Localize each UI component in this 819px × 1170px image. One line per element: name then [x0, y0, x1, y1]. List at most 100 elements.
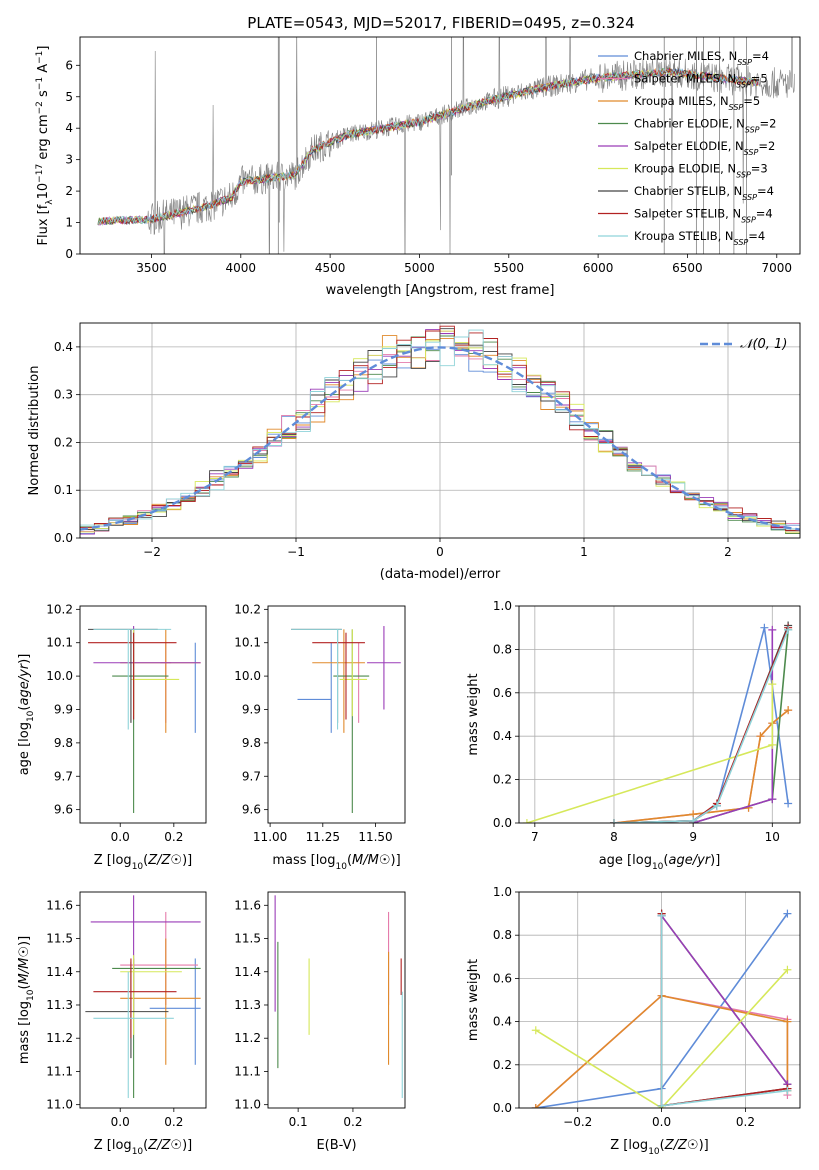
y-tick-label: 9.6 [242, 803, 261, 817]
label-part: M/M☉ [352, 853, 390, 868]
weight-marker-salpeter-elodie [768, 795, 777, 804]
label-part: Z [log [94, 1138, 132, 1153]
label-part: −17 [35, 164, 45, 183]
y-tick-label: 11.5 [46, 932, 73, 946]
label-part: 10 [648, 1147, 660, 1157]
observed-spectrum [97, 37, 795, 254]
y-tick-label: 1 [65, 216, 73, 230]
spectrum-ylabel: Flux [fλ10−17 erg cm−2 s−1 A−1] [35, 46, 55, 246]
weight-line-salpeter-elodie [692, 629, 774, 823]
y-tick-label: 0.2 [54, 435, 73, 449]
label-part: age [log [17, 722, 32, 775]
label-part: )] [182, 1138, 192, 1153]
y-tick-label: 9.7 [54, 769, 73, 783]
x-tick-label: 10 [765, 830, 780, 844]
x-tick-label: 4500 [315, 261, 346, 275]
x-tick-label: 0 [436, 545, 444, 559]
y-tick-label: 11.2 [46, 1031, 73, 1045]
x-tick-label: 6000 [583, 261, 614, 275]
x-tick-label: 5000 [404, 261, 435, 275]
x-tick-label: 0.2 [736, 1115, 755, 1129]
y-tick-label: 10.2 [46, 602, 73, 616]
legend-sub: SSP [745, 125, 760, 134]
x-tick-label: 7000 [762, 261, 793, 275]
y-tick-label: 0 [65, 247, 73, 261]
errorbar-clip-group [85, 895, 201, 1099]
y-tick-label: 11.1 [234, 1064, 261, 1078]
x-tick-label: 2 [724, 545, 732, 559]
legend-label-salpeter-miles: Salpeter MILES, NSSP=5 [634, 72, 768, 90]
age-vs-Z-ylabel: age [log10(age/yr)] [17, 654, 36, 776]
legend-value: =5 [743, 94, 760, 108]
x-tick-label: 0.0 [652, 1115, 671, 1129]
y-tick-label: 11.6 [234, 898, 261, 912]
y-tick-label: 9.7 [242, 769, 261, 783]
label-part: A [36, 64, 51, 77]
axes-frame [79, 36, 801, 255]
spectrum-panel: 3500 4000 4500 5000 5500 6000 6500 7000 0 1 2 3 4 5 6 w… [35, 36, 801, 298]
y-tick-label: 11.6 [46, 898, 73, 912]
x-tick-label: 8 [610, 830, 618, 844]
label-part: age/yr [668, 853, 711, 868]
label-part: −2 [35, 101, 45, 114]
weight-clip-group [531, 909, 792, 1108]
errorbar-clip-group [291, 626, 401, 813]
y-tick-label: 4 [65, 121, 73, 135]
legend-label-salpeter-elodie: Salpeter ELODIE, NSSP=2 [634, 139, 775, 157]
label-part: −1 [35, 77, 45, 90]
y-tick-label: 10.0 [46, 669, 73, 683]
label-part: mass [log [272, 853, 335, 868]
weight-marker-kroupa-elodie [783, 965, 792, 974]
x-tick-label: −2 [143, 545, 161, 559]
label-part: ( [143, 1138, 148, 1153]
y-tick-label: 9.8 [54, 736, 73, 750]
legend-sub: SSP [744, 148, 759, 157]
axes-frame [518, 605, 801, 824]
legend-label-kroupa-miles: Kroupa MILES, NSSP=5 [634, 94, 760, 112]
weight-line-salpeter-elodie [660, 915, 789, 1085]
label-part: ( [347, 853, 352, 868]
y-tick-label: 5 [65, 90, 73, 104]
weight-marker-kroupa-miles [756, 732, 765, 741]
weight-marker-kroupa-stelib [689, 816, 698, 823]
model-kroupa-stelib [97, 67, 759, 226]
label-part: E(B-V) [316, 1138, 356, 1153]
x-tick-label: 1 [580, 545, 588, 559]
y-tick-label: 0.3 [54, 388, 73, 402]
y-tick-label: 1.0 [493, 885, 512, 899]
axes-frame [79, 322, 801, 539]
x-tick-label: 0.2 [164, 1115, 183, 1129]
y-tick-label: 11.3 [46, 998, 73, 1012]
label-part: −1 [35, 51, 45, 64]
legend-name: Chabrier MILES, N [634, 49, 737, 63]
label-part: Z [log [94, 853, 132, 868]
spectrum-clip-group [97, 37, 795, 254]
weight-marker-kroupa-stelib [657, 1101, 666, 1108]
label-part: age/yr [17, 662, 32, 705]
legend-name: Kroupa MILES, N [634, 94, 729, 108]
residuals-panel: −2 −1 0 1 2 0.0 0.1 0.2 0.3 0.4 𝒩(0, 1) (data-model… [27, 322, 801, 582]
weight-line-kroupa-stelib [660, 915, 788, 1107]
y-tick-label: 0.6 [493, 971, 512, 985]
y-tick-label: 0.4 [54, 340, 73, 354]
weight-line-chabrier-stelib [660, 913, 788, 1107]
y-tick-label: 9.8 [242, 736, 261, 750]
label-part: Z/Z☉ [147, 853, 182, 868]
weight-marker-kroupa-elodie [531, 1026, 540, 1035]
y-tick-label: 11.4 [46, 965, 73, 979]
legend-sub: SSP [729, 103, 744, 112]
label-part: ( [17, 984, 32, 989]
y-tick-label: 11.5 [234, 932, 261, 946]
label-part: 10 [26, 710, 36, 722]
residuals-ylabel: Normed distribution [27, 366, 42, 496]
legend-value: =4 [752, 49, 769, 63]
label-part: )] [17, 654, 32, 664]
axes-frame [79, 891, 207, 1109]
weight-line-salpeter-miles [613, 709, 789, 823]
weight-marker-chabrier-miles [784, 799, 793, 808]
axes-frame [518, 891, 801, 1109]
legend-value: =3 [751, 162, 768, 176]
label-part: )] [699, 1138, 709, 1153]
legend-label-salpeter-stelib: Salpeter STELIB, NSSP=4 [634, 207, 773, 225]
